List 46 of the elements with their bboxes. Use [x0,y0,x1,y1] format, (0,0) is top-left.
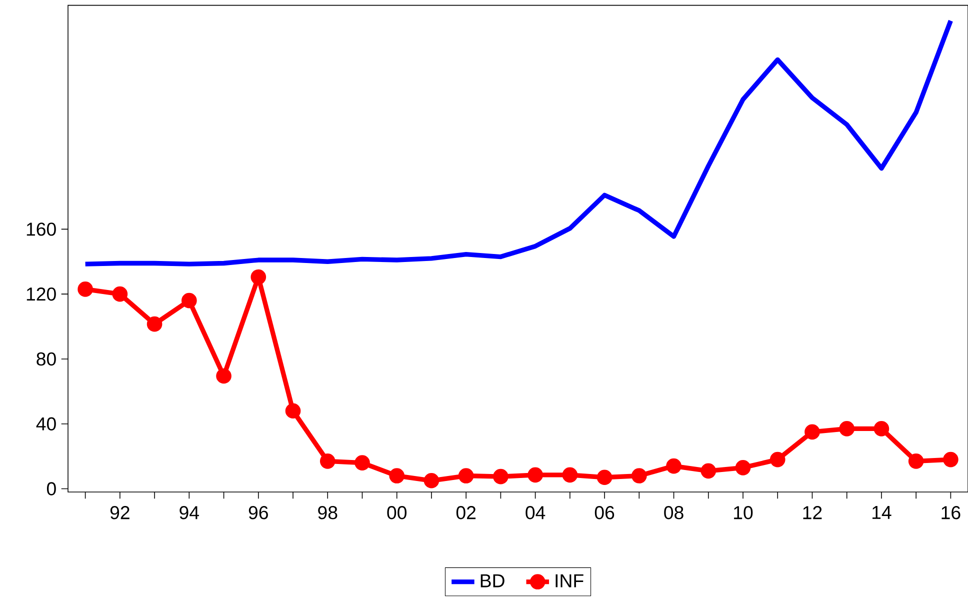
x-tick-label: 94 [180,506,199,520]
point [285,403,301,419]
x-tick-label: 06 [594,506,614,520]
point [874,421,890,436]
x-tick-label: 96 [248,506,268,520]
point [631,468,647,484]
y-tick-label: 120 [26,287,56,301]
y-tick-label: 160 [26,222,56,236]
x-tick-label: 92 [110,506,130,520]
point [216,368,232,384]
point [78,282,93,297]
point [424,472,440,488]
point [943,452,958,468]
point [596,470,612,486]
point [735,460,751,476]
legend-label: INF [556,574,584,588]
x-tick-label: 12 [803,506,822,520]
point [493,468,508,484]
y-tick-label: 0 [46,482,56,496]
point [700,463,716,479]
point [112,286,128,302]
x-tick-label: 04 [526,506,546,520]
x-tick-label: 14 [872,506,892,519]
point [839,421,855,436]
x-tick-label: 98 [318,506,338,520]
point [389,468,405,484]
point [562,467,578,483]
x-tick-label: 10 [734,506,753,520]
y-tick-label: 80 [36,352,56,366]
x-tick-label: 08 [664,506,684,520]
x-tick-label: 00 [387,506,407,520]
x-tick-label: 02 [456,506,476,520]
point [528,467,543,483]
legend-label: BD [480,574,504,588]
point [181,292,197,308]
point [666,458,682,474]
point [804,424,820,440]
point [250,269,266,285]
point [354,455,370,470]
x-tick-label: 16 [942,506,960,520]
y-tick-label: 40 [36,417,56,430]
point [770,452,786,468]
point [146,316,162,332]
point [320,454,336,469]
point [458,468,474,484]
point [908,454,924,469]
